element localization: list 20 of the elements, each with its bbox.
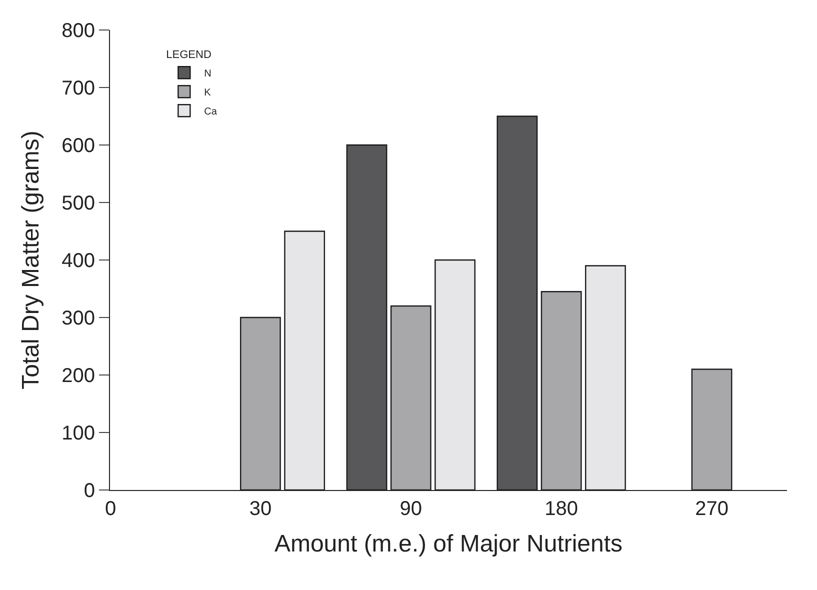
y-tick-label: 600 — [62, 135, 95, 157]
legend-label: Ca — [204, 106, 218, 118]
y-axis-title: Total Dry Matter (grams) — [18, 130, 45, 390]
y-tick-label: 100 — [62, 422, 95, 444]
x-tick-label: 30 — [249, 498, 272, 520]
x-tick-label: 270 — [695, 498, 728, 520]
y-tick-label: 500 — [62, 192, 95, 214]
x-tick-label: 180 — [544, 498, 578, 520]
legend-title: LEGEND — [166, 49, 212, 62]
y-tick-label: 200 — [62, 365, 95, 387]
x-tick-label: 90 — [400, 498, 422, 520]
y-tick-label: 800 — [62, 20, 95, 42]
y-tick-label: 400 — [62, 250, 95, 272]
legend-label: N — [204, 68, 212, 80]
legend-label: K — [204, 88, 212, 98]
y-tick-label: 0 — [84, 480, 95, 502]
y-tick-label: 700 — [62, 78, 95, 100]
text: 0 — [105, 498, 116, 520]
y-tick-label: 300 — [62, 308, 95, 330]
x-axis-title: Amount (m.e.) of Major Nutrients — [274, 530, 623, 558]
